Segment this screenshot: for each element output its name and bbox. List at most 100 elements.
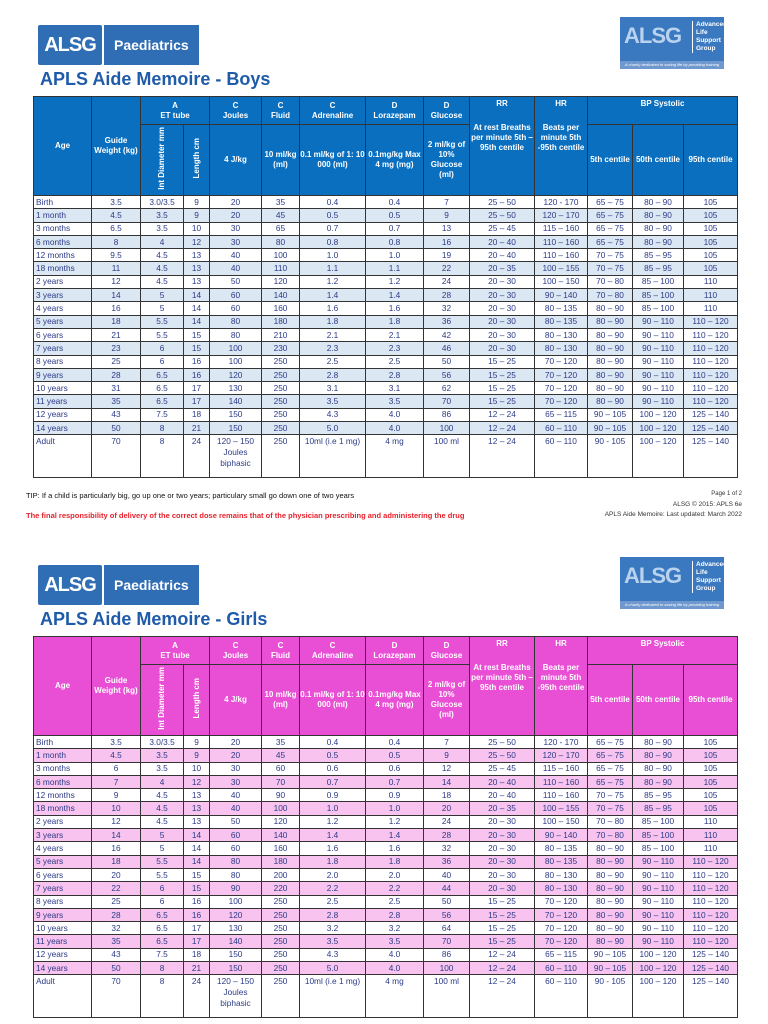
alsg-mark: ALSG [624, 23, 682, 48]
table-cell: 0.7 [299, 221, 366, 236]
table-cell: 25 [91, 354, 141, 369]
table-cell: 14 [423, 774, 470, 790]
table-cell: 16 [91, 301, 141, 316]
table-cell: 90 – 140 [534, 828, 588, 843]
table-row: 3 years 14 5 14 60 140 1.4 1.4 28 20 – 30 90 – 140… [33, 288, 739, 303]
table-cell: 80 – 90 [587, 327, 633, 343]
table-cell: 20 – 30 [469, 301, 535, 316]
table-cell: 4.5 [91, 208, 141, 223]
table-cell: 18 [183, 407, 210, 423]
table-cell: 18 [91, 854, 141, 869]
table-cell: 12 – 24 [469, 961, 535, 976]
table-cell: 6.5 [140, 381, 184, 396]
table-cell: 14 [183, 314, 210, 329]
header-bp-5th: 5th centile [587, 664, 633, 736]
table-cell: 80 – 135 [534, 841, 588, 856]
table-cell: 20 – 30 [469, 881, 535, 896]
table-cell: 110 – 120 [682, 341, 739, 356]
table-cell: 85 – 100 [632, 274, 684, 290]
table-cell: 9 [91, 788, 141, 803]
table-cell: 16 [183, 907, 210, 923]
table-row: 6 months 8 4 12 30 80 0.8 0.8 16 20 – 40 110 – 160… [33, 234, 739, 250]
table-cell: 100 – 120 [632, 974, 684, 1019]
age-cell: 8 years [33, 354, 92, 369]
table-cell: 80 – 135 [534, 314, 588, 329]
table-cell: 12 – 24 [469, 974, 535, 1019]
table-cell: 11 [91, 261, 141, 276]
age-cell: 8 years [33, 894, 92, 909]
table-row: 12 months 9.5 4.5 13 40 100 1.0 1.0 19 20 – 40 110… [33, 248, 739, 263]
table-cell: 110 – 160 [534, 788, 588, 803]
table-cell: 2.2 [299, 881, 366, 896]
table-cell: 28 [423, 288, 470, 303]
table-cell: 60 [209, 301, 262, 316]
table-row: 3 months 6.5 3.5 10 30 65 0.7 0.7 13 25 – 45 115 –… [33, 221, 739, 236]
table-cell: 200 [261, 867, 300, 883]
last-updated: APLS Aide Memoire: Last updated: March 2… [604, 511, 742, 518]
table-cell: 36 [423, 314, 470, 329]
table-cell: 14 [183, 854, 210, 869]
table-cell: 12 – 24 [469, 407, 535, 423]
table-cell: 6 [91, 761, 141, 776]
table-cell: 20 – 30 [469, 341, 535, 356]
table-cell: 20 – 30 [469, 867, 535, 883]
table-cell: 110 – 120 [682, 921, 739, 936]
table-cell: 0.4 [365, 734, 424, 750]
table-row: Birth 3.5 3.0/3.5 9 20 35 0.4 0.4 7 25 – 50 120 - … [33, 194, 739, 210]
table-cell: 110 – 120 [682, 934, 739, 949]
header-adrenaline-sub: 0.1 ml/kg of 1: 10 000 (ml) [299, 664, 366, 736]
table-cell: 60 – 110 [534, 434, 588, 479]
table-cell: 20 [423, 801, 470, 816]
table-cell: 9.5 [91, 248, 141, 263]
table-cell: 90 – 105 [587, 407, 633, 423]
table-cell: 70 – 120 [534, 921, 588, 936]
table-cell: 90 – 140 [534, 288, 588, 303]
table-cell: 0.5 [299, 748, 366, 763]
table-cell: 42 [423, 327, 470, 343]
age-cell: 12 months [33, 788, 92, 803]
age-cell: Adult [33, 974, 92, 1019]
table-cell: 85 – 100 [632, 828, 684, 843]
table-row: 4 years 16 5 14 60 160 1.6 1.6 32 20 – 30 80 – 135… [33, 301, 739, 316]
table-cell: 0.7 [365, 221, 424, 236]
table-cell: 90 – 110 [632, 354, 684, 369]
table-cell: 40 [423, 867, 470, 883]
age-cell: 12 months [33, 248, 92, 263]
table-cell: 180 [261, 314, 300, 329]
table-cell: 0.5 [365, 748, 424, 763]
table-cell: 15 [183, 327, 210, 343]
header-joules: C Joules [209, 96, 262, 125]
table-cell: 6.5 [140, 394, 184, 409]
table-cell: 100 – 120 [632, 434, 684, 479]
table-cell: 60 – 110 [534, 961, 588, 976]
header-joules-sub: 4 J/kg [209, 664, 262, 736]
table-cell: 90 – 110 [632, 854, 684, 869]
table-cell: 3.1 [299, 381, 366, 396]
table-cell: 15 – 25 [469, 907, 535, 923]
table-row: 7 years 22 6 15 90 220 2.2 2.2 44 20 – 30 80 – 130… [33, 881, 739, 896]
table-cell: 105 [682, 761, 739, 776]
table-cell: 14 [91, 288, 141, 303]
table-cell: 250 [261, 381, 300, 396]
table-cell: 15 – 25 [469, 894, 535, 909]
table-cell: 100 – 120 [632, 961, 684, 976]
table-cell: 5.0 [299, 421, 366, 436]
table-cell: 40 [209, 261, 262, 276]
table-cell: 80 – 90 [587, 881, 633, 896]
table-cell: 250 [261, 907, 300, 923]
alsg-logo: ALSG Advanced Life Support Group A charity de… [620, 17, 727, 69]
table-cell: 65 – 75 [587, 748, 633, 763]
table-cell: 105 [682, 234, 739, 250]
table-cell: 90 – 110 [632, 907, 684, 923]
table-cell: 120 - 170 [534, 194, 588, 210]
table-cell: 250 [261, 894, 300, 909]
table-cell: 105 [682, 748, 739, 763]
table-row: 1 month 4.5 3.5 9 20 45 0.5 0.5 9 25 – 50 120 – 17… [33, 208, 739, 223]
table-cell: 80 – 130 [534, 341, 588, 356]
table-cell: 110 – 160 [534, 234, 588, 250]
table-cell: 16 [183, 354, 210, 369]
table-cell: 1.8 [365, 854, 424, 869]
table-cell: 105 [682, 788, 739, 803]
table-cell: 12 – 24 [469, 421, 535, 436]
copyright: ALSG © 2015: APLS 6e [672, 501, 742, 508]
